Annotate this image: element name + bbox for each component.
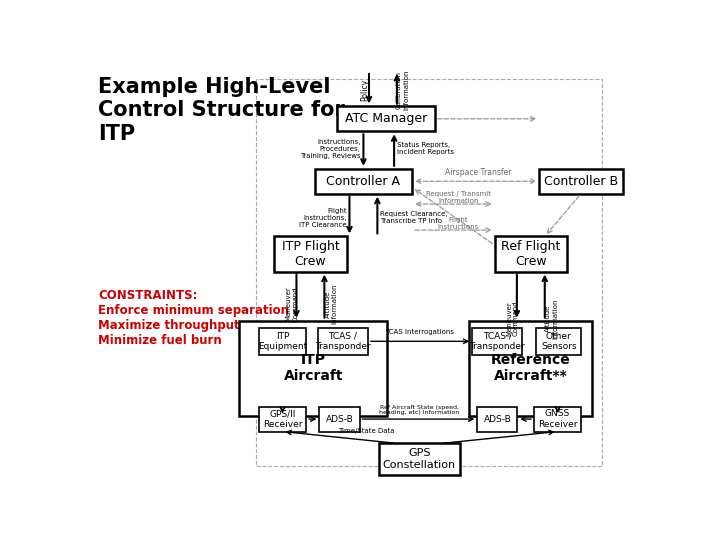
Text: GPS/II
Receiver: GPS/II Receiver [263, 409, 302, 429]
FancyBboxPatch shape [239, 321, 387, 416]
FancyBboxPatch shape [469, 321, 593, 416]
FancyBboxPatch shape [379, 443, 459, 475]
Text: CONSTRAINTS:
Enforce minimum separation
Maximize throughput
Minimize fuel burn: CONSTRAINTS: Enforce minimum separation … [99, 289, 289, 347]
Text: Maneuver
Command: Maneuver Command [286, 286, 299, 322]
Text: Other
Sensors: Other Sensors [541, 332, 577, 351]
Text: GNSS
Receiver: GNSS Receiver [538, 409, 577, 429]
FancyBboxPatch shape [534, 407, 581, 431]
Text: Time/State Data: Time/State Data [338, 428, 395, 434]
FancyBboxPatch shape [258, 407, 306, 431]
FancyBboxPatch shape [477, 407, 518, 431]
Text: TCAS /
Transponder: TCAS / Transponder [469, 332, 525, 351]
Text: Altitude
Information: Altitude Information [325, 284, 338, 324]
Text: ITP
Equipment: ITP Equipment [258, 332, 307, 351]
Text: Maneuver
Command: Maneuver Command [506, 301, 519, 336]
Text: Instructions,
Procedures,
Training, Reviews: Instructions, Procedures, Training, Revi… [300, 139, 361, 159]
FancyBboxPatch shape [258, 328, 306, 355]
Text: TCAS /
Transponder: TCAS / Transponder [315, 332, 371, 351]
Text: Flight
Instructions: Flight Instructions [438, 217, 479, 231]
FancyBboxPatch shape [536, 328, 581, 355]
FancyBboxPatch shape [337, 106, 435, 131]
Text: ADS-B: ADS-B [483, 415, 511, 423]
Text: Airspace Transfer: Airspace Transfer [444, 167, 511, 177]
Text: Altitude
Information: Altitude Information [545, 298, 558, 339]
Text: Reference
Aircraft**: Reference Aircraft** [491, 353, 571, 383]
Text: ITP Flight
Crew: ITP Flight Crew [282, 240, 339, 268]
Text: Ref Flight
Crew: Ref Flight Crew [501, 240, 560, 268]
Text: Policy: Policy [360, 79, 369, 101]
FancyBboxPatch shape [315, 168, 413, 194]
Text: Request Clearance,
Transcribe TP Info: Request Clearance, Transcribe TP Info [380, 211, 448, 224]
Text: TCAS Interrogations: TCAS Interrogations [384, 329, 454, 335]
Text: Ref Aircraft State (speed,
heading, etc) Information: Ref Aircraft State (speed, heading, etc)… [379, 404, 459, 415]
FancyBboxPatch shape [472, 328, 523, 355]
Text: Request / Transmit
Information: Request / Transmit Information [426, 191, 491, 204]
FancyBboxPatch shape [274, 237, 347, 272]
FancyBboxPatch shape [495, 237, 567, 272]
Text: Controller B: Controller B [544, 175, 618, 188]
Text: Status Reports,
Incident Reports: Status Reports, Incident Reports [397, 143, 454, 156]
Text: Calibration
Information: Calibration Information [396, 70, 409, 110]
FancyBboxPatch shape [320, 407, 359, 431]
Text: Example High-Level
Control Structure for
ITP: Example High-Level Control Structure for… [99, 77, 346, 144]
Text: ITP
Aircraft: ITP Aircraft [284, 353, 343, 383]
Text: Flight
Instructions,
ITP Clearance: Flight Instructions, ITP Clearance [299, 208, 347, 228]
Text: ATC Manager: ATC Manager [345, 112, 427, 125]
FancyBboxPatch shape [539, 168, 623, 194]
Text: GPS
Constellation: GPS Constellation [382, 448, 456, 470]
Text: Controller A: Controller A [326, 175, 400, 188]
FancyBboxPatch shape [318, 328, 368, 355]
Text: ADS-B: ADS-B [325, 415, 354, 423]
